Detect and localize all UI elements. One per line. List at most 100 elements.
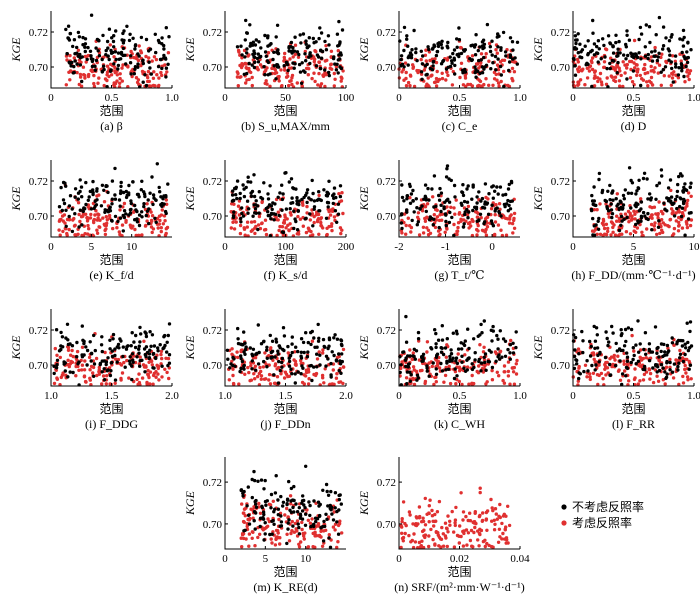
point-no-albedo <box>128 32 132 36</box>
point-no-albedo <box>93 64 97 69</box>
point-no-albedo <box>77 225 81 229</box>
point-no-albedo <box>615 54 619 58</box>
point-no-albedo <box>257 190 261 194</box>
point-albedo <box>146 368 150 373</box>
point-albedo <box>255 65 259 70</box>
point-no-albedo <box>164 66 169 70</box>
point-albedo <box>312 220 316 225</box>
point-no-albedo <box>138 340 142 344</box>
point-albedo <box>581 67 585 71</box>
point-no-albedo <box>419 70 424 74</box>
point-no-albedo <box>124 195 129 200</box>
point-no-albedo <box>131 360 135 364</box>
point-no-albedo <box>263 521 267 525</box>
point-albedo <box>489 497 493 502</box>
point-albedo <box>444 355 448 359</box>
point-no-albedo <box>73 195 77 199</box>
point-no-albedo <box>110 197 115 201</box>
panel-caption: (a) β <box>100 119 122 133</box>
point-albedo <box>473 525 477 530</box>
point-albedo <box>476 229 480 233</box>
point-albedo <box>411 545 416 550</box>
point-albedo <box>600 221 605 225</box>
point-albedo <box>401 500 406 504</box>
point-no-albedo <box>311 224 315 228</box>
point-no-albedo <box>295 50 300 54</box>
point-no-albedo <box>85 363 89 367</box>
point-albedo <box>261 365 266 369</box>
point-no-albedo <box>657 355 661 359</box>
point-no-albedo <box>64 208 68 212</box>
point-no-albedo <box>637 178 641 182</box>
point-no-albedo <box>130 352 135 356</box>
point-albedo <box>649 55 654 59</box>
point-no-albedo <box>637 51 641 55</box>
point-no-albedo <box>619 214 624 219</box>
point-albedo <box>92 219 96 223</box>
point-no-albedo <box>666 186 671 190</box>
point-albedo <box>80 363 85 367</box>
point-no-albedo <box>105 39 110 44</box>
point-no-albedo <box>280 230 285 234</box>
point-albedo <box>471 545 475 549</box>
point-no-albedo <box>439 42 443 47</box>
point-no-albedo <box>80 324 85 328</box>
point-no-albedo <box>59 330 63 335</box>
point-no-albedo <box>236 326 240 331</box>
point-no-albedo <box>420 62 425 66</box>
point-albedo <box>687 71 691 76</box>
point-no-albedo <box>137 213 142 217</box>
point-albedo <box>264 232 269 237</box>
point-no-albedo <box>466 184 470 188</box>
point-albedo <box>403 61 408 65</box>
point-no-albedo <box>128 355 132 359</box>
y-tick-label: 0.70 <box>551 360 571 372</box>
point-no-albedo <box>146 198 150 202</box>
point-albedo <box>652 205 657 209</box>
point-no-albedo <box>414 197 418 201</box>
point-no-albedo <box>76 54 81 58</box>
point-albedo <box>467 226 471 230</box>
point-albedo <box>402 212 407 216</box>
point-albedo <box>157 378 161 382</box>
point-albedo <box>429 74 433 78</box>
point-no-albedo <box>290 335 294 339</box>
x-axis-label: 范围 <box>273 402 297 416</box>
point-albedo <box>293 350 297 354</box>
point-no-albedo <box>622 197 626 201</box>
point-albedo <box>399 366 403 371</box>
point-no-albedo <box>136 62 140 66</box>
point-no-albedo <box>314 40 318 44</box>
point-no-albedo <box>144 213 148 218</box>
point-albedo <box>89 212 93 217</box>
point-no-albedo <box>592 233 597 237</box>
point-albedo <box>76 201 81 205</box>
point-albedo <box>491 83 495 88</box>
point-no-albedo <box>625 355 630 359</box>
point-no-albedo <box>141 61 145 66</box>
point-no-albedo <box>289 499 293 503</box>
point-no-albedo <box>54 328 59 332</box>
point-albedo <box>432 382 436 387</box>
point-albedo <box>412 368 416 372</box>
point-no-albedo <box>430 347 434 351</box>
point-albedo <box>262 70 267 74</box>
point-albedo <box>601 233 605 238</box>
point-albedo <box>300 380 305 385</box>
point-albedo <box>247 518 251 522</box>
point-no-albedo <box>226 357 230 361</box>
point-no-albedo <box>323 39 327 44</box>
point-albedo <box>231 373 235 378</box>
point-no-albedo <box>101 64 106 68</box>
point-no-albedo <box>646 217 650 222</box>
x-tick-label: 0 <box>48 92 54 104</box>
point-albedo <box>407 510 412 514</box>
point-albedo <box>301 203 305 207</box>
point-no-albedo <box>656 225 661 229</box>
point-no-albedo <box>400 226 404 231</box>
point-no-albedo <box>266 192 270 196</box>
point-no-albedo <box>302 498 306 503</box>
point-no-albedo <box>601 37 605 41</box>
point-albedo <box>157 83 161 88</box>
y-tick-label: 0.72 <box>203 176 222 188</box>
